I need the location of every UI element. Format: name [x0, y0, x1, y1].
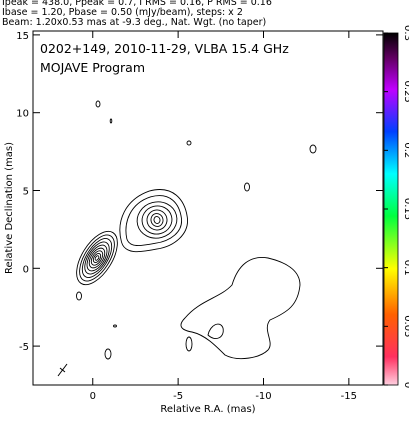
colorbar-tick-label: 0 — [402, 382, 409, 388]
colorbar-tick-label: 0.3 — [402, 25, 409, 41]
colorbar-tick-label: 0.1 — [402, 260, 409, 276]
colorbar-tick-label: 0.25 — [402, 81, 409, 103]
header-line: Beam: 1.20x0.53 mas at -9.3 deg., Nat. W… — [2, 17, 266, 28]
beam — [57, 363, 68, 377]
chart-subtitle: MOJAVE Program — [40, 60, 145, 75]
x-tick-label: -15 — [341, 391, 357, 402]
x-tick-label: -5 — [173, 391, 183, 402]
contours — [76, 100, 317, 360]
y-tick-label: 0 — [23, 264, 29, 275]
header-line: Ipeak = 438.0, Ppeak = 0.7, I RMS = 0.16… — [2, 0, 272, 8]
y-tick-label: 5 — [23, 186, 29, 197]
colorbar-tick-label: 0.2 — [402, 142, 409, 158]
header-line: Ibase = 1.20, Pbase = 0.50 (mJy/beam), s… — [2, 7, 243, 18]
colorbar-tick-label: 0.15 — [402, 198, 409, 220]
x-tick-label: 0 — [90, 391, 96, 402]
y-axis-label: Relative Declination (mas) — [4, 142, 15, 274]
plot-frame — [32, 30, 384, 386]
x-tick-label: -10 — [255, 391, 271, 402]
colorbar-tick-label: 0.05 — [402, 315, 409, 337]
chart-title: 0202+149, 2010-11-29, VLBA 15.4 GHz — [40, 41, 289, 56]
x-axis-label: Relative R.A. (mas) — [160, 404, 255, 415]
y-tick-label: -5 — [19, 342, 29, 353]
y-tick-label: 15 — [16, 31, 29, 42]
y-tick-label: 10 — [16, 109, 29, 120]
